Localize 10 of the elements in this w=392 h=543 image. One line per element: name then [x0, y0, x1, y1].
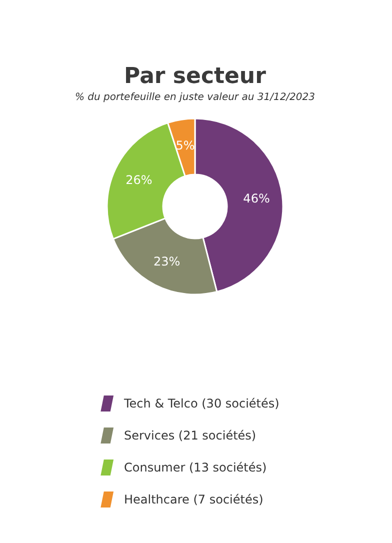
legend-label: Healthcare (7 sociétés): [124, 492, 264, 506]
data-label: 5%: [176, 138, 195, 152]
legend-label: Services (21 sociétés): [124, 428, 256, 442]
legend-label: Tech & Telco (30 sociétés): [123, 396, 280, 410]
data-label: 46%: [243, 192, 270, 206]
data-label: 23%: [154, 254, 180, 269]
data-label: 26%: [126, 173, 152, 188]
chart-title: Par secteur: [124, 64, 266, 89]
legend-label: Consumer (13 sociétés): [124, 460, 267, 474]
chart-subtitle: % du portefeuille en juste valeur au 31/12/2023: [74, 92, 316, 103]
